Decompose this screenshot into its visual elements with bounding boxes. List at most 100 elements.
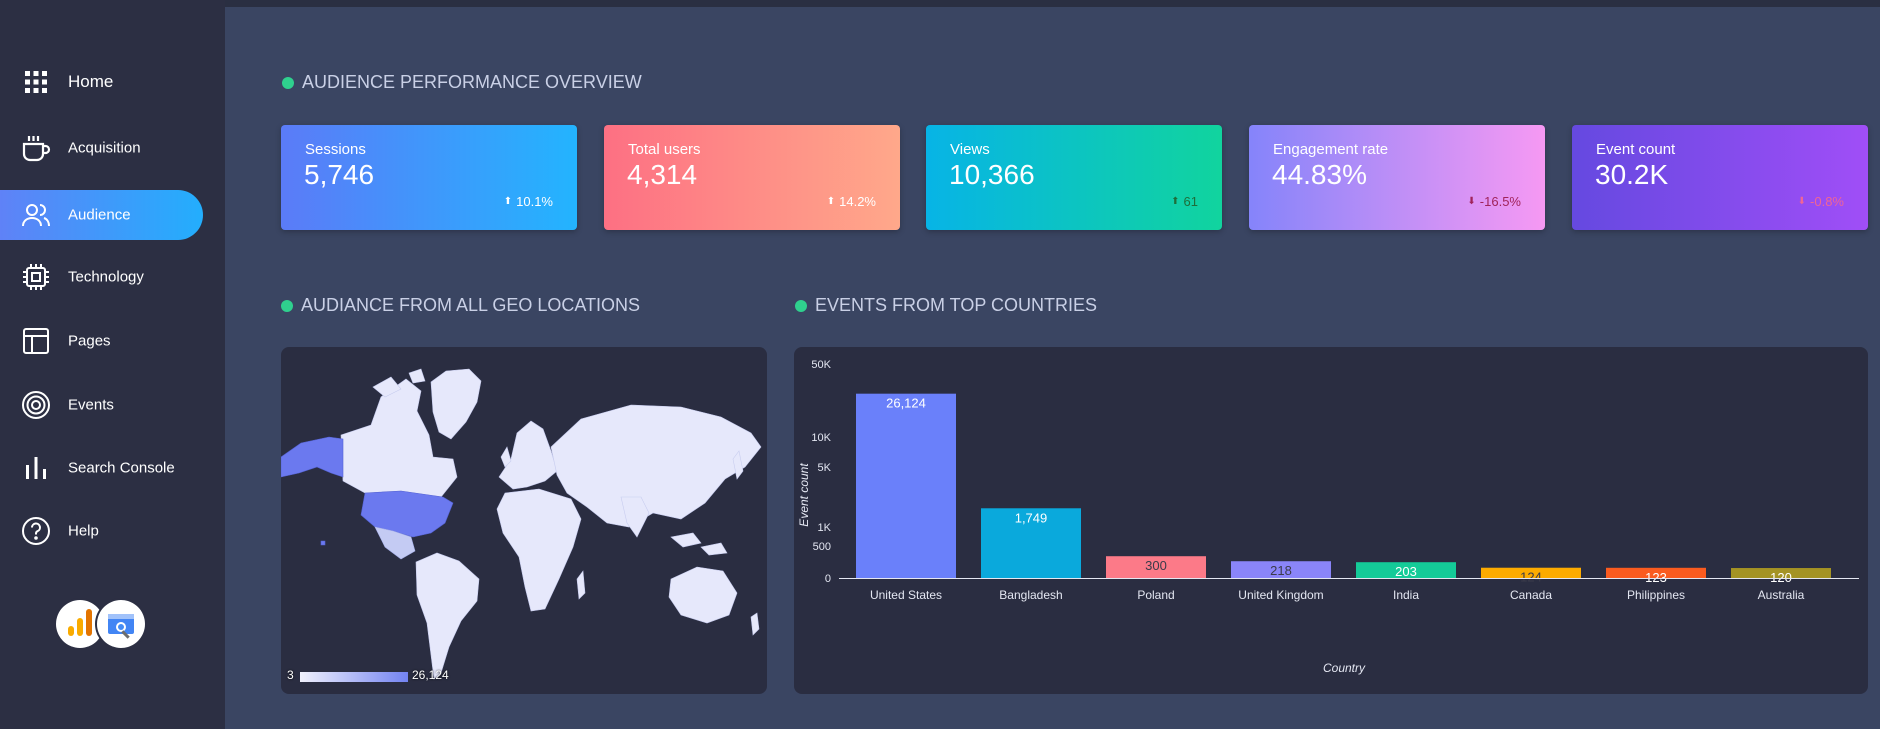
map-legend-max: 26,124 xyxy=(412,668,449,682)
x-tick-label: United States xyxy=(870,588,942,602)
sidebar-item-search-console[interactable]: Search Console xyxy=(0,443,203,493)
layout-icon xyxy=(20,325,52,357)
kpi-card-engagement-rate[interactable]: Engagement rate 44.83% ⬇ -16.5% xyxy=(1249,125,1545,230)
chip-icon xyxy=(20,261,52,293)
world-map[interactable] xyxy=(281,347,767,694)
kpi-delta-value: 61 xyxy=(1183,194,1198,209)
x-tick-label: Bangladesh xyxy=(999,588,1062,602)
india xyxy=(620,496,650,538)
sidebar-item-home[interactable]: Home xyxy=(0,57,203,107)
bar xyxy=(1481,567,1581,578)
sidebar-item-acquisition[interactable]: Acquisition xyxy=(0,123,203,173)
sidebar-item-pages[interactable]: Pages xyxy=(0,316,203,366)
x-tick-label: Canada xyxy=(1510,588,1552,602)
events-title: EVENTS FROM TOP COUNTRIES xyxy=(795,295,1097,316)
geo-title-text: AUDIANCE FROM ALL GEO LOCATIONS xyxy=(301,295,641,315)
data-label: 203 xyxy=(1395,564,1417,579)
events-chart-panel: 0 500 1K 5K 10K 50K 26,124 1,749 300 218 203 124 12… xyxy=(794,347,1868,694)
kpi-value: 44.83% xyxy=(1272,159,1367,190)
y-tick-label: 10K xyxy=(811,432,831,444)
kpi-delta: ⬇ -16.5% xyxy=(1467,194,1521,209)
kpi-value: 5,746 xyxy=(304,159,375,190)
x-tick-label: United Kingdom xyxy=(1238,588,1323,602)
target-icon xyxy=(20,389,52,421)
x-tick-label: Poland xyxy=(1137,588,1174,602)
arrow-up-icon: ⬆ xyxy=(503,196,513,207)
status-dot xyxy=(281,299,293,312)
kpi-delta: ⬆ 61 xyxy=(1171,194,1198,209)
sidebar-item-help[interactable]: Help xyxy=(0,506,203,556)
x-tick-label: Australia xyxy=(1758,588,1805,602)
bar xyxy=(1231,561,1331,578)
kpi-card-sessions[interactable]: Sessions 5,746 ⬆ 10.1% xyxy=(281,125,577,230)
alaska xyxy=(281,436,344,478)
grid-icon xyxy=(20,66,52,98)
y-axis-label: Event count xyxy=(797,463,811,527)
arrow-down-icon: ⬇ xyxy=(1467,196,1476,207)
kpi-delta: ⬆ 10.1% xyxy=(504,194,553,209)
cup-icon xyxy=(20,132,52,164)
sidebar-item-label: Home xyxy=(68,72,114,91)
geo-map-panel xyxy=(281,347,767,694)
kpi-card-event-count[interactable]: Event count 30.2K ⬇ -0.8% xyxy=(1572,125,1868,230)
help-icon xyxy=(20,515,52,547)
events-bar-chart: 0 500 1K 5K 10K 50K 26,124 1,749 300 218 203 124 12… xyxy=(797,359,1859,675)
map-legend-gradient xyxy=(300,672,408,682)
y-tick-label: 0 xyxy=(825,573,831,585)
greenland xyxy=(430,368,482,440)
arrow-down-icon: ⬇ xyxy=(1797,196,1807,207)
google-analytics-logo xyxy=(56,600,104,648)
data-label: 1,749 xyxy=(1015,510,1048,525)
sidebar-item-label: Technology xyxy=(68,268,144,286)
mexico xyxy=(374,526,416,560)
status-dot xyxy=(282,76,294,89)
x-axis-label: Country xyxy=(1323,661,1366,675)
kpi-label: Views xyxy=(950,141,990,158)
sidebar-item-label: Pages xyxy=(68,332,111,350)
kpi-delta-value: 10.1% xyxy=(516,194,553,209)
kpi-card-views[interactable]: Views 10,366 ⬆ 61 xyxy=(926,125,1222,230)
kpi-card-total-users[interactable]: Total users 4,314 ⬆ 14.2% xyxy=(604,125,900,230)
sidebar-item-events[interactable]: Events xyxy=(0,380,203,430)
sidebar-item-label: Search Console xyxy=(68,459,175,477)
y-tick-label: 50K xyxy=(811,359,831,371)
data-label: 300 xyxy=(1145,558,1167,573)
bar xyxy=(1606,567,1706,578)
y-tick-label: 5K xyxy=(818,462,832,474)
asia xyxy=(550,404,762,528)
kpi-label: Engagement rate xyxy=(1273,141,1389,158)
overview-title: AUDIENCE PERFORMANCE OVERVIEW xyxy=(282,72,642,93)
sidebar-item-label: Help xyxy=(68,522,99,540)
japan xyxy=(732,450,744,480)
y-tick-label: 1K xyxy=(818,522,832,534)
kpi-value: 4,314 xyxy=(627,159,698,190)
southeast-asia-islands xyxy=(670,532,728,556)
kpi-delta-value: 14.2% xyxy=(839,194,876,209)
bar xyxy=(1356,562,1456,578)
hawaii xyxy=(320,540,326,546)
kpi-delta-value: -0.8% xyxy=(1810,194,1844,209)
sidebar-item-technology[interactable]: Technology xyxy=(0,252,203,302)
africa xyxy=(496,488,582,612)
canada-arctic-islands xyxy=(372,368,426,398)
new-zealand xyxy=(750,612,760,636)
bar xyxy=(981,508,1081,578)
x-tick-label: Philippines xyxy=(1627,588,1685,602)
x-tick-label: India xyxy=(1393,588,1419,602)
bar xyxy=(856,393,956,578)
data-label: 26,124 xyxy=(886,396,926,411)
data-label: 120 xyxy=(1770,570,1792,585)
sidebar-item-audience[interactable]: Audience xyxy=(0,190,203,240)
australia xyxy=(668,566,738,624)
sidebar-item-label: Events xyxy=(68,396,114,414)
users-icon xyxy=(20,199,52,231)
map-legend-min: 3 xyxy=(287,668,294,682)
y-tick-label: 500 xyxy=(813,541,831,553)
europe xyxy=(498,420,558,490)
arrow-up-icon: ⬆ xyxy=(826,196,836,207)
kpi-delta: ⬇ -0.8% xyxy=(1798,194,1844,209)
data-label: 124 xyxy=(1520,570,1542,585)
data-label: 218 xyxy=(1270,563,1292,578)
geo-title: AUDIANCE FROM ALL GEO LOCATIONS xyxy=(281,295,640,316)
uk xyxy=(500,446,512,468)
